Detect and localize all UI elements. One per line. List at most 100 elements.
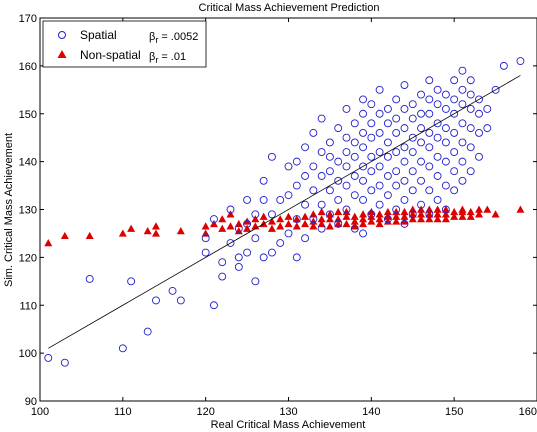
nonspatial-point (408, 215, 417, 223)
fit-line (48, 75, 521, 349)
spatial-point (342, 148, 351, 157)
spatial-point (441, 124, 450, 133)
spatial-point (425, 128, 434, 137)
nonspatial-point (218, 224, 227, 232)
spatial-point (226, 205, 235, 214)
spatial-point (267, 210, 276, 219)
spatial-point (466, 167, 475, 176)
spatial-point (400, 124, 409, 133)
spatial-point (375, 85, 384, 94)
spatial-point (251, 277, 260, 286)
nonspatial-point (383, 212, 392, 220)
spatial-point (425, 95, 434, 104)
spatial-point (325, 152, 334, 161)
spatial-point (408, 148, 417, 157)
spatial-point (359, 143, 367, 152)
spatial-point (234, 253, 243, 262)
nonspatial-point (400, 217, 409, 225)
spatial-point (267, 248, 276, 257)
spatial-point (425, 109, 434, 118)
spatial-point (350, 138, 359, 147)
nonspatial-point (267, 217, 276, 225)
spatial-point (383, 105, 392, 113)
nonspatial-point (325, 215, 334, 223)
y-tick-label: 140 (19, 157, 37, 169)
spatial-point (334, 157, 343, 166)
y-axis-label: Sim. Critical Mass Achievement (3, 133, 15, 287)
spatial-point (483, 124, 492, 133)
spatial-point (375, 162, 384, 171)
legend-box (42, 20, 207, 68)
spatial-point (251, 210, 260, 219)
nonspatial-point (458, 212, 467, 220)
nonspatial-point (292, 222, 301, 230)
spatial-point (325, 138, 334, 147)
legend-label-nonspatial: Non-spatial (80, 48, 141, 62)
spatial-point (259, 195, 268, 204)
legend-marker-spatial (58, 31, 66, 39)
nonspatial-point (400, 212, 409, 220)
beta-subscript: r (155, 35, 158, 45)
spatial-point (334, 195, 343, 204)
spatial-point (350, 172, 359, 180)
spatial-point (168, 286, 177, 295)
nonspatial-point (309, 217, 318, 225)
spatial-point (201, 248, 210, 257)
spatial-point (375, 200, 384, 209)
spatial-point (309, 162, 318, 171)
nonspatial-point (433, 210, 442, 218)
spatial-point (458, 119, 467, 128)
nonspatial-point (450, 207, 459, 216)
beta-symbol: β (149, 31, 155, 43)
spatial-point (408, 210, 417, 219)
spatial-point (342, 181, 351, 190)
spatial-point (392, 148, 401, 157)
spatial-point (417, 90, 425, 99)
spatial-point (60, 358, 69, 367)
nonspatial-point (201, 222, 210, 230)
spatial-point (218, 258, 227, 267)
y-tick-label: 170 (19, 13, 37, 25)
spatial-point (450, 95, 459, 104)
spatial-point (499, 61, 508, 70)
nonspatial-point (60, 231, 69, 240)
spatial-point (417, 124, 425, 133)
spatial-point (475, 109, 483, 118)
nonspatial-point (359, 215, 368, 223)
spatial-point (400, 176, 409, 185)
x-tick-label: 150 (445, 406, 463, 418)
nonspatial-point (383, 207, 392, 216)
spatial-point (284, 162, 293, 171)
spatial-point (218, 272, 227, 281)
spatial-point (417, 200, 425, 209)
spatial-point (334, 176, 343, 185)
x-axis-ticks: 100 110 120 130 140 150 160 (31, 18, 537, 418)
nonspatial-point (375, 215, 384, 223)
spatial-point (375, 109, 384, 118)
x-tick-label: 120 (196, 406, 214, 418)
nonspatial-point (367, 217, 376, 225)
nonspatial-point (151, 222, 160, 230)
spatial-point (408, 100, 417, 109)
nonspatial-point (325, 210, 334, 218)
nonspatial-point (475, 210, 484, 218)
spatial-point (359, 128, 367, 137)
nonspatial-point (151, 229, 160, 237)
nonspatial-point (466, 207, 475, 216)
spatial-point (425, 210, 434, 219)
nonspatial-point (408, 210, 417, 218)
nonspatial-point (417, 205, 426, 213)
spatial-point (359, 109, 367, 118)
nonspatial-point (441, 215, 450, 223)
spatial-point (226, 239, 235, 247)
nonspatial-point (243, 217, 252, 225)
spatial-point (458, 66, 467, 75)
x-tick-label: 110 (114, 406, 132, 418)
nonspatial-point (417, 210, 426, 218)
spatial-point (441, 205, 450, 214)
spatial-point (392, 128, 401, 137)
spatial-point (359, 229, 367, 238)
spatial-point (475, 128, 483, 137)
y-tick-label: 150 (19, 109, 37, 121)
spatial-point (433, 85, 442, 94)
